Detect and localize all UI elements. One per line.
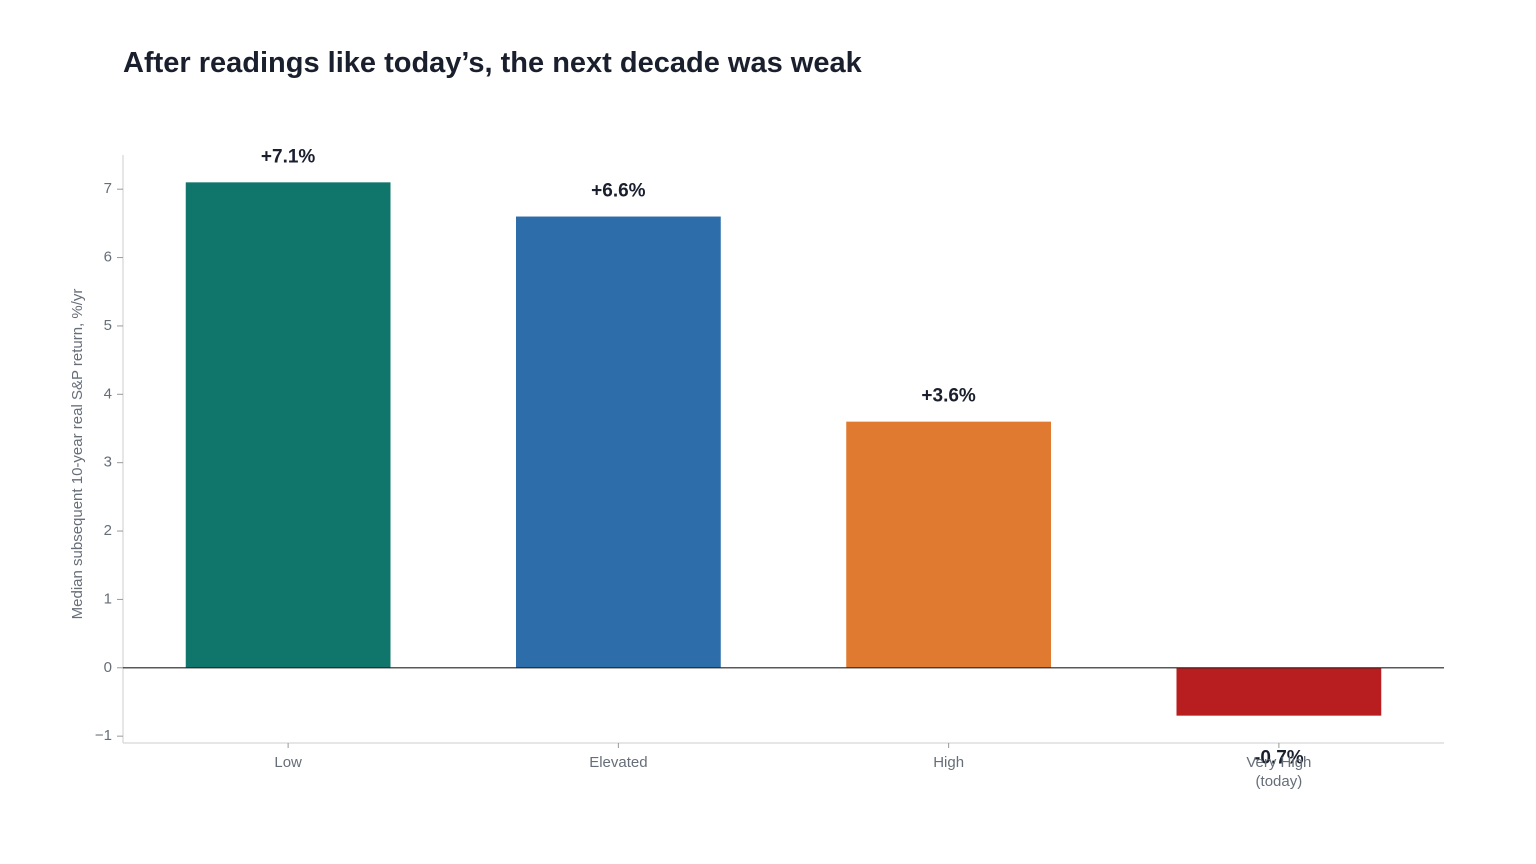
x-tick-label-line: Low — [274, 754, 302, 771]
x-tick-label: High — [933, 754, 964, 771]
x-tick-label: Very High (today) — [1246, 754, 1311, 790]
plot-area: −1 0 1 2 3 4 5 6 7 Median subsequent 10-year real… — [69, 146, 1444, 790]
data-label: +7.1% — [261, 146, 316, 167]
y-tick-label: 7 — [104, 180, 112, 197]
bar — [185, 182, 391, 668]
data-label: +6.6% — [591, 181, 646, 202]
bar — [846, 421, 1052, 668]
y-tick-label: 3 — [104, 454, 112, 471]
x-tick-label-line: High — [933, 754, 964, 771]
data-label: -0.7% — [1254, 748, 1304, 769]
y-tick-label: 2 — [104, 522, 112, 539]
x-tick-label-line: (today) — [1256, 773, 1303, 790]
x-tick-label: Low — [274, 754, 302, 771]
y-tick-label: 4 — [104, 385, 112, 402]
y-tick-label: 0 — [104, 659, 112, 676]
y-axis-title: Median subsequent 10-year real S&P retur… — [69, 289, 86, 620]
bar — [1176, 667, 1382, 716]
x-tick-label-line: Elevated — [589, 754, 647, 771]
y-tick-label: 1 — [104, 590, 112, 607]
bar — [515, 216, 721, 668]
y-tick-label: 5 — [104, 317, 112, 334]
x-tick-label: Elevated — [589, 754, 647, 771]
data-label: +3.6% — [921, 386, 976, 407]
x-tick-label-line: Very High — [1246, 754, 1311, 771]
y-tick-label: 6 — [104, 249, 112, 266]
y-tick-label: −1 — [95, 727, 112, 744]
chart-title: After readings like today’s, the next de… — [123, 47, 862, 79]
